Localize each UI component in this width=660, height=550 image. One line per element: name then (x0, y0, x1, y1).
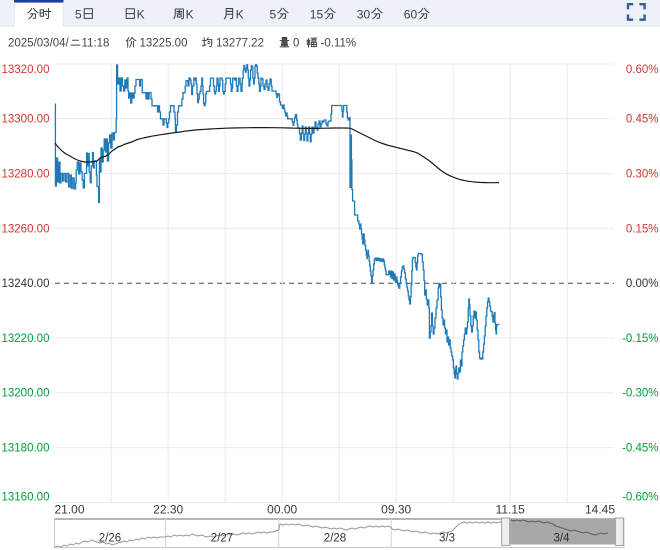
svg-text:13300.00: 13300.00 (2, 114, 50, 126)
svg-text:15: 15 (310, 7, 324, 21)
svg-text:13200.00: 13200.00 (2, 388, 50, 400)
svg-text:09.30: 09.30 (381, 503, 411, 517)
svg-text:-0.60%: -0.60% (622, 491, 658, 503)
svg-text:-0.30%: -0.30% (622, 388, 658, 400)
svg-text:2025/03/04/: 2025/03/04/ (8, 37, 70, 49)
svg-text:14.45: 14.45 (585, 503, 615, 517)
svg-text:11.15: 11.15 (496, 503, 525, 517)
svg-text:-0.11%: -0.11% (321, 37, 357, 49)
svg-text:13277.22: 13277.22 (216, 37, 264, 49)
svg-text:13260.00: 13260.00 (2, 223, 50, 235)
svg-text:0.45%: 0.45% (626, 114, 659, 126)
svg-text:2/26: 2/26 (99, 533, 121, 545)
svg-text:13160.00: 13160.00 (2, 491, 50, 503)
svg-text:2/27: 2/27 (211, 533, 233, 545)
svg-text:0.60%: 0.60% (626, 64, 659, 76)
svg-text:3/3: 3/3 (439, 533, 455, 545)
svg-text:22.30: 22.30 (153, 503, 183, 517)
svg-text:K: K (137, 7, 145, 21)
svg-text:13320.00: 13320.00 (2, 64, 50, 76)
svg-text:11:18: 11:18 (82, 37, 110, 49)
svg-text:21.00: 21.00 (55, 503, 85, 517)
svg-text:K: K (236, 7, 244, 21)
svg-text:0.30%: 0.30% (626, 169, 659, 181)
svg-text:60: 60 (404, 7, 418, 21)
svg-text:5: 5 (270, 7, 277, 21)
svg-text:13280.00: 13280.00 (2, 169, 50, 181)
svg-text:13220.00: 13220.00 (2, 333, 50, 345)
svg-text:13240.00: 13240.00 (2, 278, 50, 290)
svg-text:K: K (186, 7, 194, 21)
svg-text:2/28: 2/28 (324, 533, 346, 545)
svg-text:3/4: 3/4 (554, 533, 571, 545)
svg-text:0.00%: 0.00% (626, 278, 659, 290)
svg-text:5: 5 (75, 7, 82, 21)
svg-text:-0.45%: -0.45% (622, 443, 658, 455)
svg-text:0: 0 (293, 37, 299, 49)
svg-text:00.00: 00.00 (267, 503, 297, 517)
svg-text:13180.00: 13180.00 (2, 443, 50, 455)
svg-text:13225.00: 13225.00 (140, 37, 188, 49)
svg-text:-0.15%: -0.15% (622, 333, 658, 345)
svg-text:0.15%: 0.15% (626, 223, 659, 235)
svg-text:30: 30 (357, 7, 371, 21)
